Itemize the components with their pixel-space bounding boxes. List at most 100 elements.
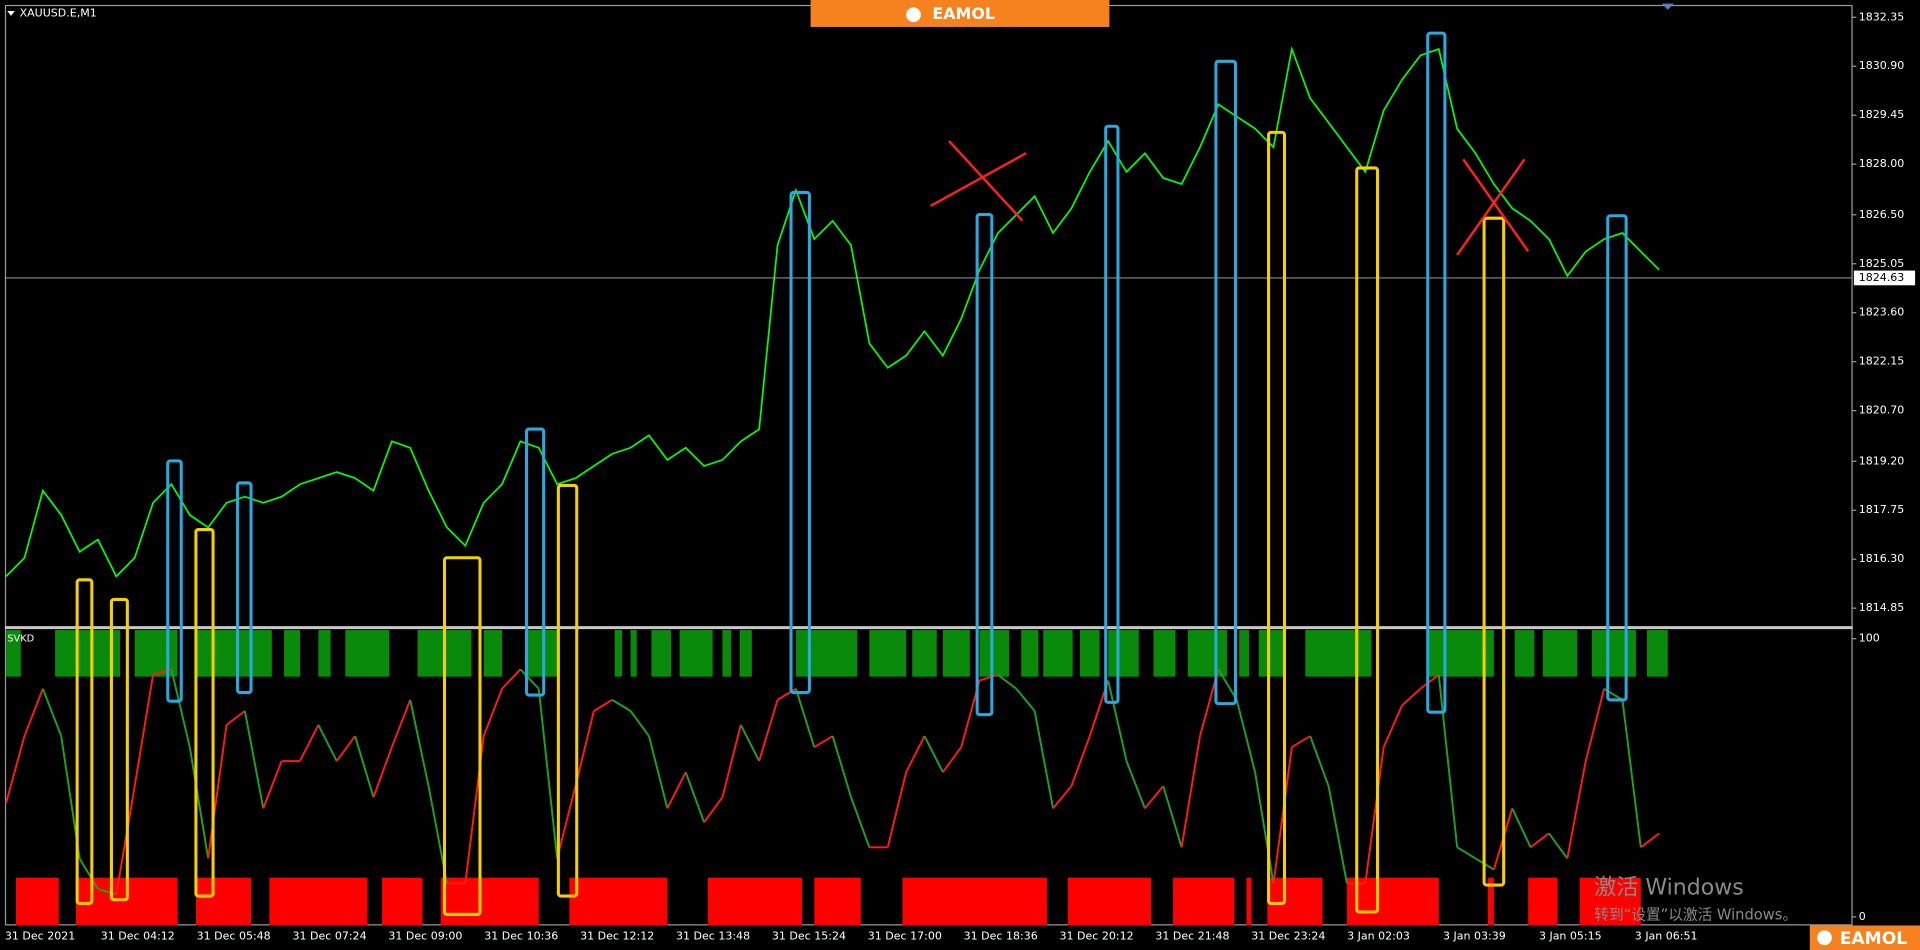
- symbol-title: XAUUSD.E,M1: [20, 6, 97, 19]
- oscillator-segment: [1070, 735, 1091, 787]
- annotations: [75, 31, 1628, 916]
- y-tick-label: 1826.50: [1859, 208, 1905, 221]
- yellow-box: [109, 597, 129, 902]
- oscillator-segment: [354, 735, 375, 798]
- upper-bar: [1239, 630, 1249, 677]
- oscillator-segment: [850, 796, 871, 848]
- oscillator-segment: [1107, 680, 1128, 762]
- x-tick-label: 31 Dec 10:36: [484, 930, 558, 943]
- y-tick-label: 0: [1859, 910, 1866, 923]
- lower-bar: [382, 877, 423, 926]
- x-tick-label: 31 Dec 09:00: [388, 930, 462, 943]
- upper-bar: [912, 630, 937, 677]
- plot-area: 1832.35 1830.90 1829.45 1828.00 1826.50 1825.…: [5, 10, 1916, 943]
- oscillator-segment: [758, 699, 779, 762]
- oscillator-segment: [1052, 785, 1073, 809]
- upper-bar: [1514, 630, 1535, 677]
- oscillator-segment: [170, 669, 191, 748]
- oscillator-segment: [831, 735, 852, 798]
- oscillator-segment: [1437, 674, 1459, 848]
- upper-bar: [651, 630, 672, 677]
- oscillator-segment: [1382, 705, 1403, 748]
- x-tick-label: 3 Jan 03:39: [1443, 930, 1506, 943]
- oscillator-segment: [794, 688, 816, 748]
- watermark-sub: 转到“设置”以激活 Windows。: [1594, 907, 1797, 924]
- oscillator-segment: [1291, 735, 1311, 749]
- x-tick-label: 31 Dec 2021: [5, 930, 75, 943]
- upper-bar: [483, 630, 503, 677]
- menu-arrow[interactable]: [7, 11, 15, 16]
- lower-bar: [195, 877, 252, 926]
- lower-bar: [1487, 877, 1494, 926]
- logo-icon: [1817, 930, 1832, 946]
- upper-bar: [6, 630, 21, 677]
- oscillator-segment: [923, 735, 944, 773]
- oscillator-segment: [482, 688, 503, 737]
- oscillator-segment: [1456, 846, 1477, 860]
- lower-bar: [1528, 877, 1558, 926]
- yellow-box: [194, 528, 215, 898]
- oscillator-segment: [739, 724, 761, 762]
- upper-bar: [1305, 630, 1372, 677]
- x-tick-label: 31 Dec 18:36: [964, 930, 1038, 943]
- oscillator-segment: [979, 673, 999, 682]
- oscillator-segment: [1015, 688, 1036, 712]
- x-tick-label: 31 Dec 17:00: [868, 930, 942, 943]
- upper-bar: [195, 630, 272, 677]
- oscillator-segment: [1254, 772, 1275, 884]
- oscillator-segment: [207, 724, 228, 859]
- oscillator-segment: [1162, 785, 1183, 848]
- x-tick-label: 31 Dec 07:24: [293, 930, 367, 943]
- oscillator-segment: [1217, 668, 1238, 701]
- cross-mark: [930, 152, 1027, 208]
- cross-mark: [1456, 158, 1526, 256]
- oscillator-segment: [5, 735, 26, 804]
- shift-marker[interactable]: [1661, 3, 1674, 10]
- lower-bar: [814, 877, 861, 926]
- yellow-box: [442, 556, 482, 916]
- watermark-title: 激活 Windows: [1594, 876, 1743, 901]
- yellow-box: [1482, 216, 1506, 887]
- oscillator-segment: [1144, 785, 1165, 809]
- upper-bar: [739, 630, 752, 677]
- oscillator-segment: [1584, 688, 1606, 762]
- oscillator-segment: [501, 668, 522, 690]
- x-tick-label: 31 Dec 05:48: [197, 930, 271, 943]
- lower-bar: [569, 877, 668, 926]
- oscillator-segment: [1566, 760, 1587, 859]
- upper-bar: [1043, 630, 1073, 677]
- oscillator-segment: [317, 724, 338, 762]
- y-tick-label: 1825.05: [1859, 257, 1905, 270]
- blue-box: [1426, 31, 1447, 714]
- oscillator-segment: [1272, 747, 1293, 884]
- price-tag-label: 1824.63: [1859, 271, 1905, 284]
- upper-bar: [1021, 630, 1039, 677]
- y-tick-label: 1822.15: [1859, 355, 1905, 368]
- lower-bar: [1067, 877, 1152, 926]
- upper-bar: [526, 630, 558, 677]
- oscillator-segment: [666, 771, 687, 809]
- logo-text: EAMOL: [1840, 929, 1908, 949]
- x-tick-label: 31 Dec 21:48: [1155, 930, 1229, 943]
- cross-mark: [1462, 158, 1530, 252]
- oscillator-segment: [1401, 688, 1422, 707]
- blue-box: [525, 427, 546, 697]
- x-tick-label: 31 Dec 04:12: [101, 930, 175, 943]
- oscillator-segment: [574, 710, 595, 787]
- oscillator-segment: [942, 746, 963, 773]
- signal-bars: [6, 630, 1668, 926]
- oscillator-segment: [721, 724, 742, 798]
- oscillator-segment: [1180, 735, 1201, 848]
- x-tick-label: 3 Jan 02:03: [1347, 930, 1410, 943]
- oscillator-segment: [519, 668, 540, 690]
- lower-bar: [15, 877, 59, 926]
- lower-bar: [1579, 877, 1641, 926]
- oscillator-segment: [997, 674, 1017, 690]
- x-tick-label: 31 Dec 23:24: [1251, 930, 1325, 943]
- upper-bar: [55, 630, 121, 677]
- oscillator-segment: [299, 724, 320, 762]
- oscillator-segment: [1530, 832, 1550, 849]
- upper-bar: [614, 630, 623, 677]
- y-tick-label: 1823.60: [1859, 306, 1905, 319]
